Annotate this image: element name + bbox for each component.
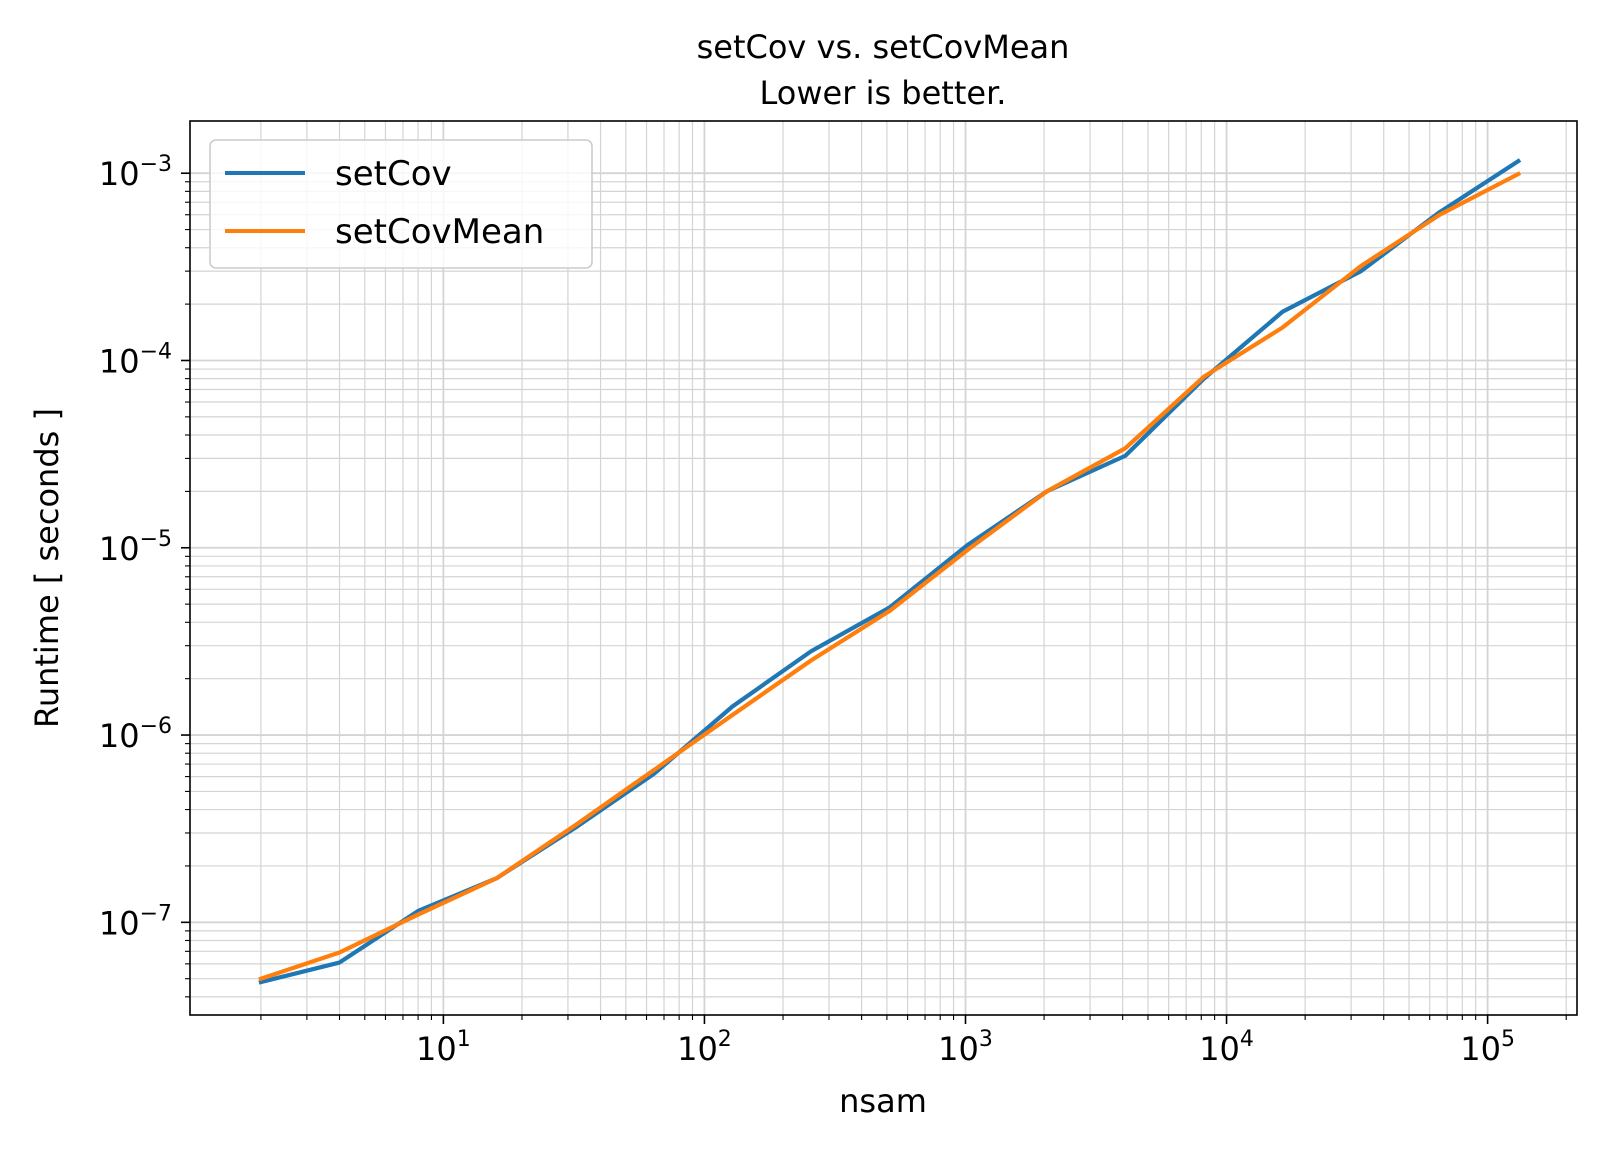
y-tick-label: 10−6 (99, 714, 172, 755)
x-tick-label: 103 (938, 1027, 993, 1068)
chart-title: setCov vs. setCovMean (697, 28, 1070, 66)
y-tick-label: 10−7 (99, 901, 172, 942)
legend-label-setcovmean: setCovMean (335, 212, 544, 252)
y-tick-label: 10−3 (99, 152, 172, 193)
x-tick-label: 104 (1199, 1027, 1254, 1068)
chart-subtitle: Lower is better. (760, 74, 1007, 112)
legend: setCov setCovMean (209, 139, 593, 269)
y-tick-label: 10−5 (99, 527, 172, 568)
legend-label-setcov: setCov (335, 154, 452, 194)
legend-box (209, 139, 593, 269)
plot-area-frame (189, 120, 1578, 1016)
x-tick-label: 101 (416, 1027, 471, 1068)
x-axis-label: nsam (839, 1082, 927, 1120)
series-line-setcovmean (258, 171, 1522, 982)
y-axis-label: Runtime [ seconds ] (28, 408, 66, 728)
x-tick-labels: 101 102 103 104 105 (416, 1027, 1515, 1068)
x-tick-label: 102 (677, 1027, 732, 1068)
x-tick-label: 105 (1460, 1027, 1515, 1068)
grid (190, 121, 1577, 1015)
y-tick-label: 10−4 (99, 339, 172, 380)
y-tick-labels: 10−7 10−6 10−5 10−4 10−3 (99, 152, 172, 942)
axis-ticks (181, 172, 1567, 1024)
series-lines (258, 158, 1522, 985)
